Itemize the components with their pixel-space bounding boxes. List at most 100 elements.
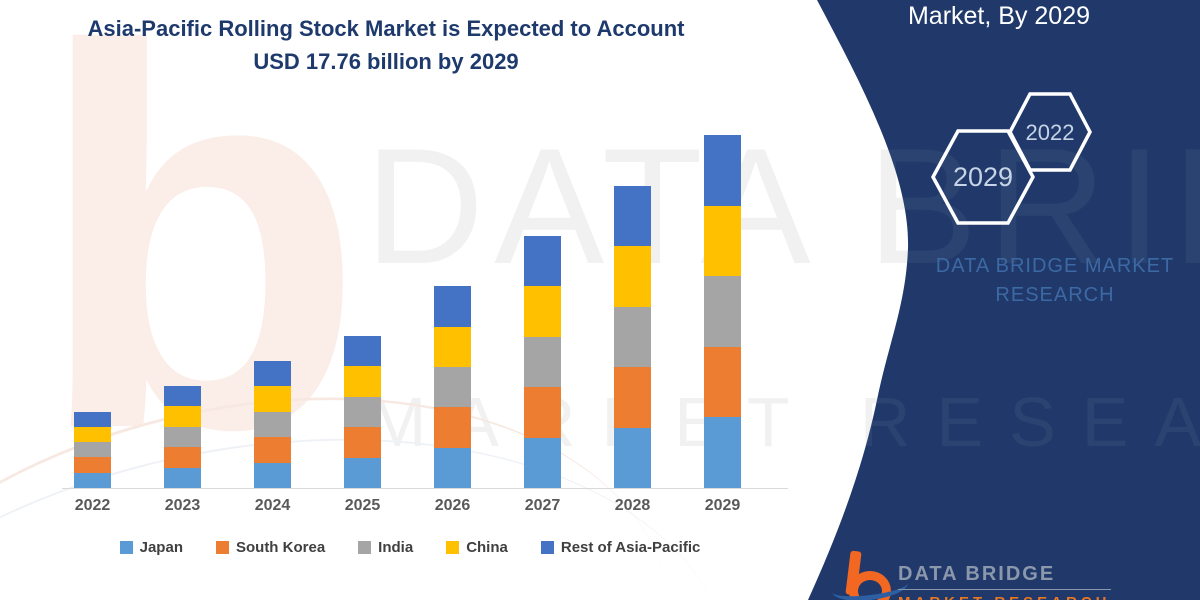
x-axis-label-text: 2029 [704,497,741,514]
legend-marker-icon [215,541,229,554]
segment-china [74,426,111,443]
x-axis-label-2022: 2022 [74,497,111,515]
segment-japan [614,427,651,488]
legend-label: China [466,539,508,556]
x-axis-label-text: 2025 [344,497,381,514]
segment-india [344,396,381,428]
legend-item-india: India [358,539,413,556]
x-axis-label-text: 2024 [254,497,291,514]
segment-china [524,286,561,337]
segment-japan [164,467,201,488]
segment-south-korea [434,407,471,448]
bars-row [74,128,741,488]
dbmr-logo: DATA BRIDGE MARKET RESEARCH [830,549,1166,600]
logo-b-bowl-icon [849,571,891,600]
segment-india [74,442,111,458]
segment-rest-of-asia-pacific [704,135,741,206]
segment-japan [344,457,381,488]
legend-label: Rest of Asia-Pacific [560,539,701,556]
x-axis-label-2029: 2029 [704,497,741,515]
bar-2022 [74,411,111,488]
panel-curve [808,0,1200,600]
legend-marker-icon [119,541,133,554]
legend-label: Japan [139,539,183,556]
segment-rest-of-asia-pacific [434,286,471,327]
x-axis-label-2028: 2028 [614,497,651,515]
x-axis-label-2027: 2027 [524,497,561,515]
segment-china [254,386,291,412]
page-title: Asia-Pacific Rolling Stock Market is Exp… [56,12,716,78]
legend-marker-icon [358,541,372,554]
bar-2025 [344,335,381,488]
segment-india [614,306,651,368]
x-axis-label-text: 2026 [434,497,471,514]
x-axis-label-2023: 2023 [164,497,201,515]
segment-china [344,366,381,397]
brand-line1: DATA BRIDGE MARKET [935,255,1175,277]
segment-japan [434,447,471,488]
segment-china [164,406,201,427]
logo-subtitle: MARKET RESEARCH [898,594,1111,600]
x-axis-label-text: 2028 [614,497,651,514]
legend-item-japan: Japan [119,539,183,556]
bar-2027 [524,235,561,488]
segment-india [254,411,291,438]
legend-item-south-korea: South Korea [215,539,326,556]
segment-south-korea [344,427,381,458]
x-axis-label-2024: 2024 [254,497,291,515]
segment-india [524,336,561,388]
hexagon-badges: 2029 2022 [931,92,1092,225]
hexagon-2029 [931,129,1035,225]
segment-south-korea [74,457,111,473]
legend-item-china: China [446,539,508,556]
segment-rest-of-asia-pacific [164,385,201,407]
brand-name: DATA BRIDGE MARKET RESEARCH [915,252,1195,310]
hexagon-2022-label: 2022 [1026,120,1075,145]
legend-item-rest-of-asia-pacific: Rest of Asia-Pacific [540,539,701,556]
segment-south-korea [614,367,651,428]
segment-india [434,366,471,408]
bar-2028 [614,185,651,488]
panel-caption: Market, By 2029 [907,2,1090,30]
brand-line2: RESEARCH [995,284,1115,306]
segment-rest-of-asia-pacific [614,185,651,247]
legend-marker-icon [446,541,460,554]
legend-label: India [378,539,414,556]
legend-marker-icon [540,541,554,554]
x-axis-label-text: 2027 [524,497,561,514]
chart-title-line2: USD 17.76 billion by 2029 [253,49,519,74]
segment-japan [254,462,291,488]
bar-2029 [704,135,741,488]
bar-2023 [164,385,201,488]
hexagon-2029-label: 2029 [953,162,1013,192]
x-axis-label-2025: 2025 [344,497,381,515]
segment-rest-of-asia-pacific [524,235,561,287]
legend-label: South Korea [235,539,326,556]
segment-south-korea [254,437,291,463]
segment-china [434,326,471,367]
logo-title: DATA BRIDGE [898,563,1111,590]
chart-legend: Japan South Korea India China Rest of Asia-P… [60,539,760,556]
segment-japan [704,417,741,488]
x-axis-label-2026: 2026 [434,497,471,515]
segment-south-korea [524,387,561,438]
x-axis-line [62,488,788,489]
bar-2024 [254,360,291,488]
segment-rest-of-asia-pacific [254,360,291,387]
x-axis-labels: 2022 2023 2024 2025 2026 2027 2028 2029 [74,497,741,515]
segment-china [704,205,741,277]
bar-2026 [434,286,471,488]
segment-rest-of-asia-pacific [344,335,381,367]
x-axis-label-text: 2022 [74,497,111,514]
segment-japan [524,437,561,488]
chart-title-line1: Asia-Pacific Rolling Stock Market is Exp… [87,16,685,41]
segment-india [164,426,201,448]
segment-south-korea [704,346,741,418]
segment-india [704,276,741,347]
segment-south-korea [164,447,201,468]
segment-china [614,246,651,307]
